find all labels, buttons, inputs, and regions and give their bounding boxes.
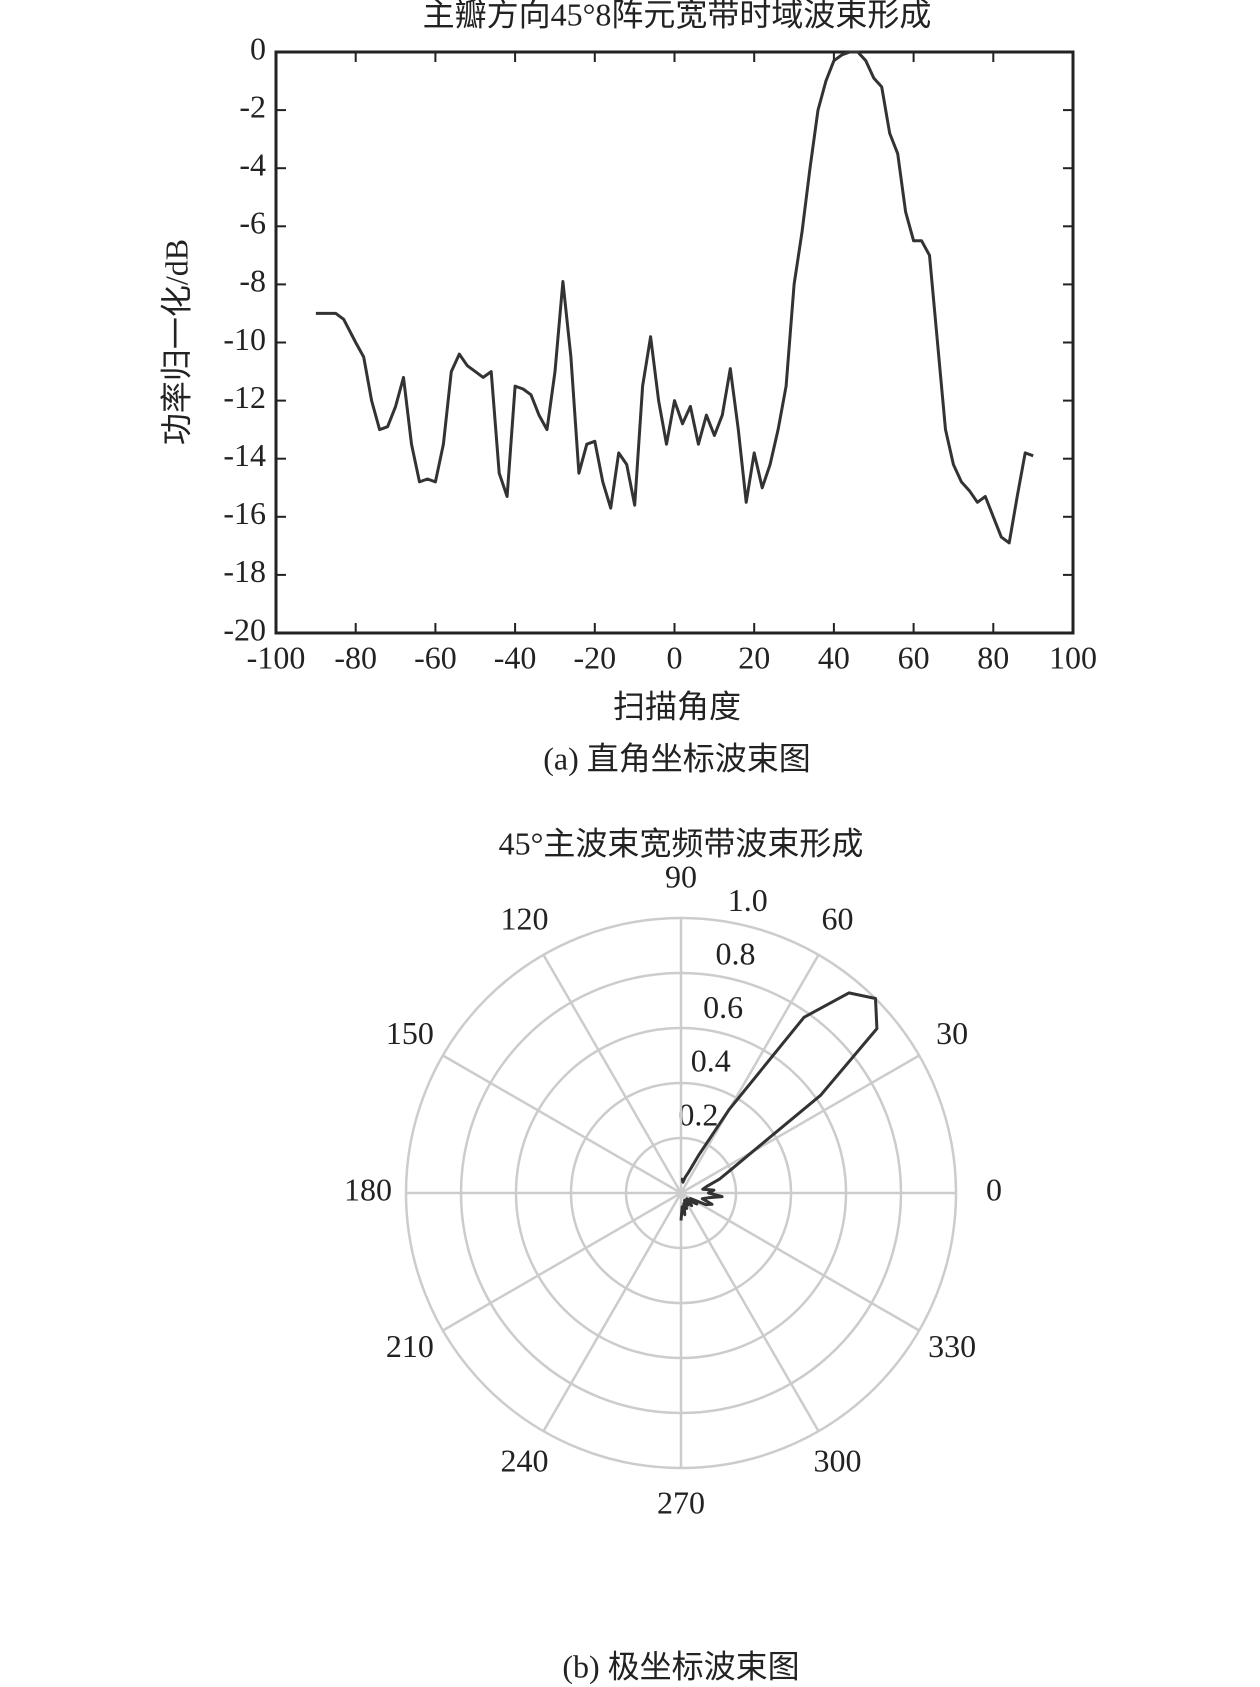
plot-frame bbox=[274, 50, 1075, 635]
theta-tick-label: 30 bbox=[936, 1015, 968, 1051]
x-axis-label: 扫描角度 bbox=[613, 688, 741, 724]
y-tick-label: -4 bbox=[239, 147, 266, 183]
r-tick-label: 0.4 bbox=[691, 1043, 731, 1079]
x-tick-label: 0 bbox=[667, 639, 683, 675]
x-tick-label: 20 bbox=[738, 639, 770, 675]
x-tick-label: 80 bbox=[977, 639, 1009, 675]
y-tick-label: -20 bbox=[223, 611, 266, 647]
x-tick-label: -60 bbox=[414, 639, 457, 675]
theta-tick-label: 210 bbox=[386, 1328, 434, 1364]
y-tick-label: 0 bbox=[250, 30, 266, 66]
r-tick-label: 0.6 bbox=[703, 989, 743, 1025]
chart-title: 主瓣方向45°8阵元宽带时域波束形成 bbox=[423, 0, 932, 32]
theta-tick-label: 240 bbox=[501, 1442, 549, 1478]
y-tick-label: -18 bbox=[223, 553, 266, 589]
data-line bbox=[679, 991, 879, 1221]
grid-spoke bbox=[680, 1054, 920, 1195]
grid-spoke bbox=[679, 954, 820, 1194]
theta-tick-label: 60 bbox=[822, 900, 854, 936]
r-tick-label: 0.2 bbox=[678, 1096, 718, 1132]
chart-title: 45°主波束宽频带波束形成 bbox=[499, 825, 864, 861]
y-tick-label: -14 bbox=[223, 437, 266, 473]
r-tick-label: 0.8 bbox=[715, 936, 755, 972]
theta-tick-label: 270 bbox=[657, 1484, 705, 1520]
x-tick-label: -100 bbox=[247, 639, 306, 675]
y-tick-label: -8 bbox=[239, 263, 266, 299]
y-tick-label: -2 bbox=[239, 88, 266, 124]
grid-spoke bbox=[442, 1054, 682, 1195]
grid-spoke bbox=[542, 1192, 683, 1432]
y-tick-label: -12 bbox=[223, 379, 266, 415]
x-tick-label: -20 bbox=[573, 639, 616, 675]
theta-tick-label: 120 bbox=[501, 900, 549, 936]
grid-spoke bbox=[680, 1191, 920, 1332]
grid-spoke bbox=[542, 954, 683, 1194]
theta-tick-label: 330 bbox=[928, 1328, 976, 1364]
y-axis-label: 功率归一化/dB bbox=[158, 239, 194, 445]
theta-tick-label: 90 bbox=[665, 858, 697, 894]
theta-tick-label: 150 bbox=[386, 1015, 434, 1051]
x-tick-label: 60 bbox=[898, 639, 930, 675]
caption: (a) 直角坐标波束图 bbox=[543, 740, 811, 776]
y-tick-label: -16 bbox=[223, 495, 266, 531]
grid-spoke bbox=[679, 1192, 820, 1432]
theta-tick-label: 300 bbox=[814, 1442, 862, 1478]
x-tick-label: 100 bbox=[1049, 639, 1097, 675]
y-tick-label: -10 bbox=[223, 321, 266, 357]
theta-tick-label: 0 bbox=[986, 1171, 1002, 1207]
r-tick-label: 1.0 bbox=[728, 882, 768, 918]
x-tick-label: 40 bbox=[818, 639, 850, 675]
data-line bbox=[315, 50, 1034, 545]
caption: (b) 极坐标波束图 bbox=[562, 1648, 799, 1684]
theta-tick-label: 180 bbox=[344, 1171, 392, 1207]
x-tick-label: -80 bbox=[334, 639, 377, 675]
grid-spoke bbox=[442, 1191, 682, 1332]
x-tick-label: -40 bbox=[494, 639, 537, 675]
y-tick-label: -6 bbox=[239, 205, 266, 241]
